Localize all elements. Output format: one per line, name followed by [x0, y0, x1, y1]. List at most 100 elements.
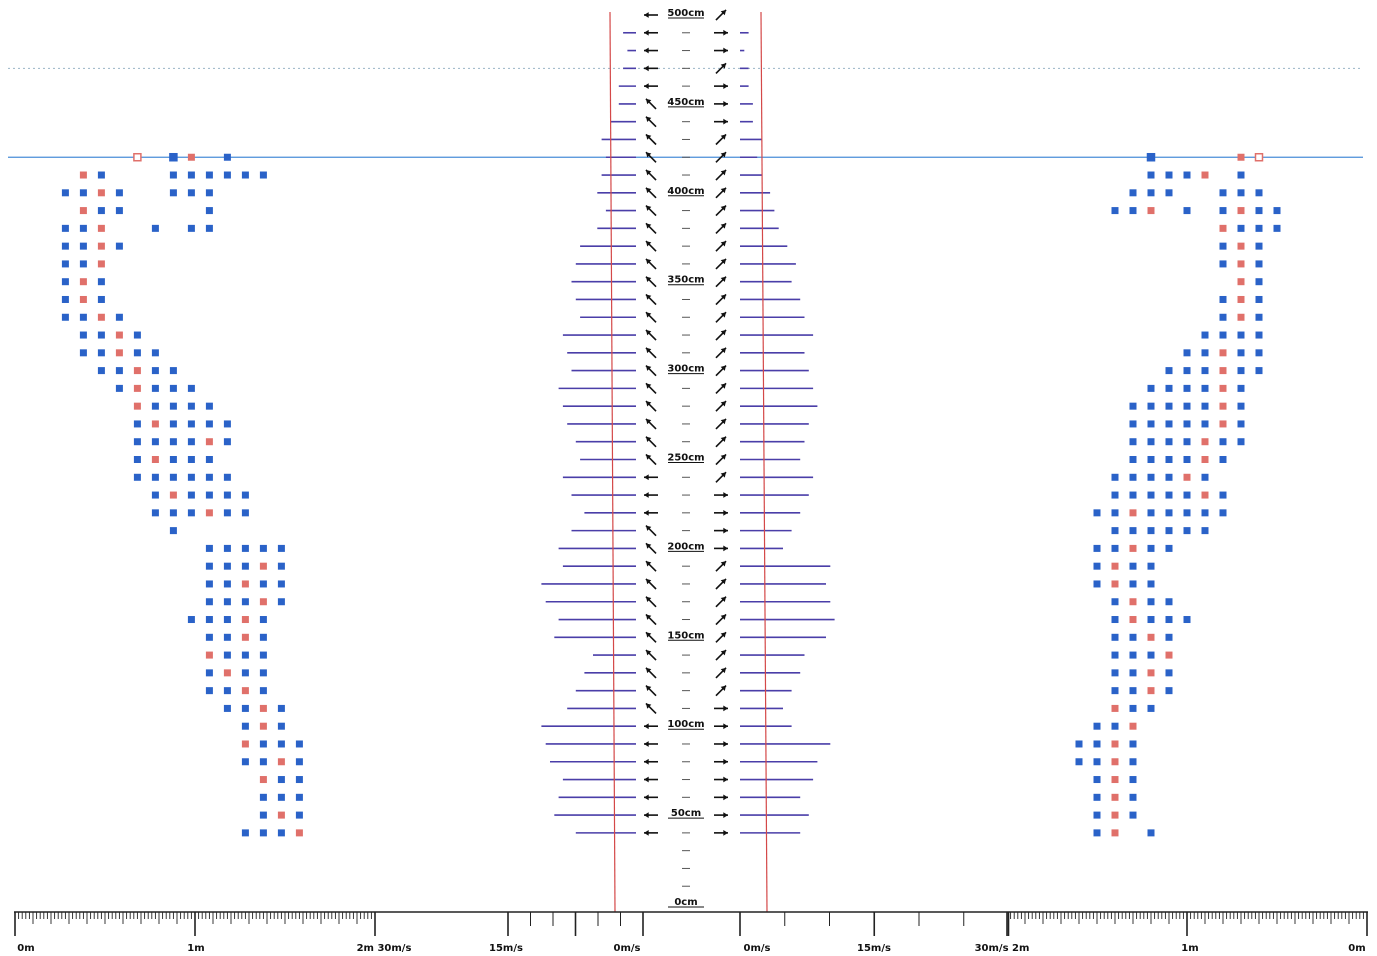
right-profile-point — [1129, 420, 1137, 428]
right-direction-arrow — [715, 169, 727, 181]
right-profile-point — [1129, 616, 1137, 624]
right-direction-arrow-head — [723, 527, 728, 534]
right-profile-point — [1219, 456, 1227, 463]
right-direction-arrow-head — [720, 134, 727, 140]
right-profile-point — [1237, 189, 1245, 197]
right-direction-arrow-head — [723, 758, 728, 765]
right-profile-point — [1111, 616, 1119, 624]
left-profile-point — [187, 153, 195, 161]
right-profile-point — [1219, 420, 1227, 428]
left-profile-point — [79, 313, 87, 321]
right-direction-arrow — [715, 453, 727, 466]
right-direction-arrow — [715, 667, 727, 679]
depth-label: 200cm — [667, 541, 704, 552]
left-profile-point — [205, 473, 213, 481]
right-profile-point — [1201, 456, 1209, 463]
right-profile-point — [1147, 598, 1155, 606]
right-profile-point — [1093, 544, 1101, 552]
left-profile-point — [133, 473, 141, 481]
left-direction-arrow — [644, 83, 658, 89]
right-profile-point — [1147, 473, 1155, 481]
right-direction-arrow-head — [720, 454, 727, 460]
right-direction-arrow-head — [723, 830, 728, 836]
right-direction-arrow-head — [720, 650, 727, 656]
left-direction-arrow — [645, 276, 657, 288]
left-profile-point — [277, 776, 285, 784]
depth-label: 150cm — [667, 630, 704, 641]
left-direction-arrow — [645, 187, 657, 199]
right-profile-point — [1129, 776, 1137, 784]
left-direction-arrow-head — [645, 650, 652, 656]
right-direction-arrow-head — [720, 258, 727, 265]
right-direction-arrow-head — [723, 545, 728, 552]
right-profile-point — [1183, 402, 1191, 410]
right-profile-point — [1183, 384, 1191, 392]
left-direction-arrow-head — [645, 152, 652, 158]
right-profile-point — [1273, 224, 1281, 232]
left-direction-arrow — [645, 311, 657, 323]
right-profile-point — [1165, 633, 1173, 641]
left-direction-arrow — [645, 169, 657, 181]
right-profile-point — [1165, 438, 1173, 446]
right-direction-arrow-head — [723, 492, 728, 498]
left-direction-arrow — [644, 723, 658, 730]
right-profile-point — [1129, 456, 1137, 463]
depth-label: 300cm — [667, 364, 704, 375]
right-direction-arrow — [715, 418, 727, 430]
left-direction-arrow-head — [644, 776, 649, 783]
right-profile-point — [1201, 491, 1209, 499]
left-profile-point — [133, 367, 141, 375]
right-profile-point — [1219, 402, 1227, 410]
left-direction-arrow — [645, 293, 657, 306]
right-profile-point — [1219, 260, 1227, 268]
right-direction-arrow — [715, 471, 727, 483]
left-profile-point — [223, 544, 231, 552]
left-profile-point — [259, 704, 267, 712]
right-profile-point — [1219, 242, 1227, 250]
right-direction-arrow — [714, 758, 728, 765]
right-profile-point — [1165, 189, 1173, 197]
right-profile-point — [1147, 616, 1155, 624]
left-direction-arrow — [645, 222, 657, 234]
right-profile-point — [1129, 740, 1137, 748]
left-profile-point — [61, 189, 69, 197]
right-profile-point — [1237, 367, 1245, 375]
right-profile-point — [1219, 509, 1227, 517]
left-profile-point — [151, 491, 159, 499]
left-profile-point — [277, 580, 285, 588]
right-direction-arrow — [715, 329, 727, 341]
x-axis-label: 15m/s — [857, 943, 891, 954]
x-axis-label: 0m/s — [744, 943, 771, 954]
right-profile-point — [1255, 367, 1263, 375]
left-profile-point — [169, 438, 177, 446]
left-profile-point — [151, 402, 159, 410]
right-direction-arrow — [715, 685, 727, 697]
left-profile-point — [223, 420, 231, 428]
left-profile-point — [187, 384, 195, 392]
left-direction-arrow-head — [644, 65, 649, 72]
left-direction-arrow — [644, 794, 658, 801]
right-profile-point — [1111, 491, 1119, 499]
left-profile-point — [277, 722, 285, 730]
right-profile-point — [1237, 295, 1245, 303]
right-profile-point — [1219, 384, 1227, 392]
left-profile-point — [187, 224, 195, 232]
right-direction-arrow — [714, 29, 728, 36]
left-profile-point — [223, 669, 231, 677]
right-profile-point — [1111, 651, 1119, 659]
right-profile-point — [1237, 402, 1245, 410]
left-profile-point — [241, 740, 249, 748]
left-direction-arrow-head — [645, 578, 652, 585]
right-profile-point — [1111, 633, 1119, 641]
right-velocity-bars — [740, 31, 835, 834]
left-direction-arrow — [645, 596, 657, 608]
left-profile-point — [241, 669, 249, 677]
left-direction-arrow-head — [645, 401, 652, 407]
left-profile-point — [259, 651, 267, 659]
right-profile-point — [1147, 207, 1155, 215]
left-direction-arrow-head — [645, 294, 652, 300]
left-profile-point — [223, 153, 231, 161]
right-profile-point — [1111, 758, 1119, 766]
left-profile-point — [97, 278, 105, 286]
right-profile-point — [1201, 367, 1209, 375]
